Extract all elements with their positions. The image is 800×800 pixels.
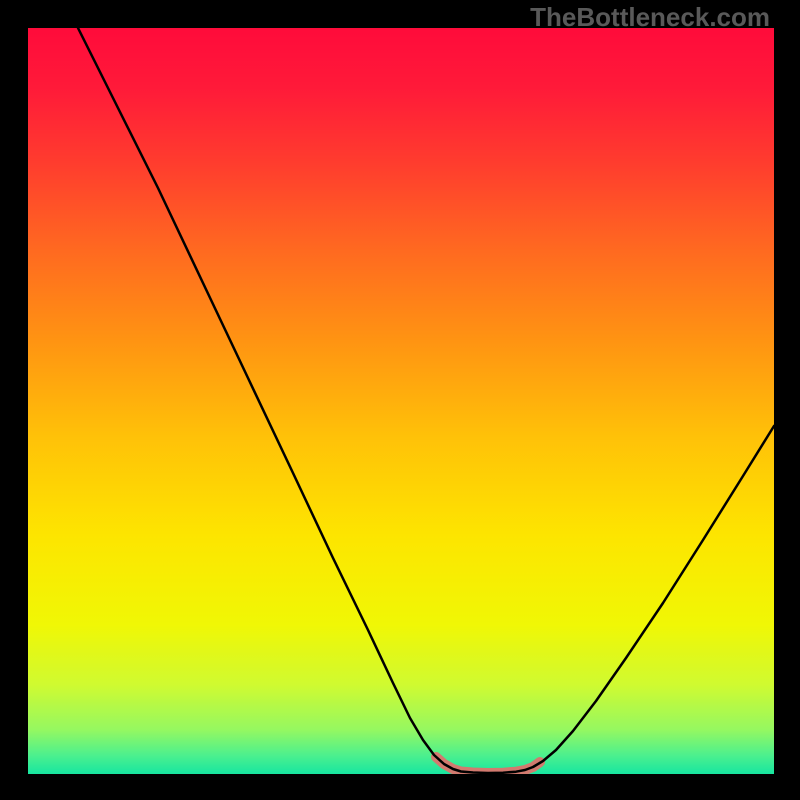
watermark-text: TheBottleneck.com <box>530 2 770 33</box>
chart-container: TheBottleneck.com <box>0 0 800 800</box>
curve-layer <box>28 28 774 774</box>
bottleneck-curve <box>78 28 774 773</box>
plot-area <box>28 28 774 774</box>
